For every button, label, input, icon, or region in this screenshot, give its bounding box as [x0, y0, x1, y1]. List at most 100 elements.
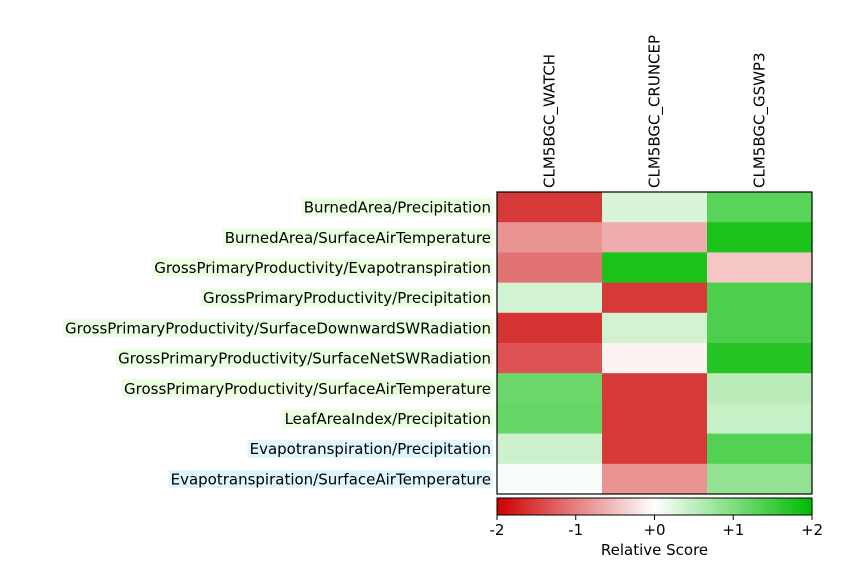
colorbar-segment: [514, 498, 518, 515]
colorbar-segment: [544, 498, 547, 515]
row-label-highlight: [301, 198, 493, 217]
heatmap-cell: [707, 373, 813, 404]
colorbar-segment: [626, 498, 630, 515]
colorbar-segment: [571, 498, 575, 515]
colorbar-segment: [650, 498, 654, 515]
heatmap-cell: [707, 463, 813, 495]
heatmap-cell: [602, 403, 708, 435]
row-label: BurnedArea/SurfaceAirTemperature: [225, 229, 491, 247]
colorbar-segment: [800, 498, 803, 515]
colorbar-segment: [713, 498, 717, 515]
colorbar-segment: [548, 498, 551, 515]
colorbar-segment: [634, 498, 638, 515]
colorbar-segment: [628, 498, 632, 515]
colorbar-segment: [666, 498, 669, 515]
colorbar-segment: [778, 498, 782, 515]
colorbar-segment: [520, 498, 524, 515]
heatmap-cell: [707, 312, 813, 344]
colorbar-segment: [678, 498, 681, 515]
colorbar-segment: [756, 498, 760, 515]
colorbar-segment: [676, 498, 679, 515]
colorbar-segment: [776, 498, 780, 515]
colorbar-segment: [599, 498, 602, 515]
colorbar-segment: [701, 498, 705, 515]
colorbar-segment: [697, 498, 701, 515]
colorbar-segment: [717, 498, 721, 515]
colorbar-segment: [709, 498, 713, 515]
colorbar-segment: [589, 498, 593, 515]
colorbar-segment: [764, 498, 768, 515]
colorbar-segment: [585, 498, 589, 515]
colorbar-segment: [542, 498, 545, 515]
colorbar-segment: [802, 498, 805, 515]
colorbar-segment: [788, 498, 791, 515]
colorbar-segment: [703, 498, 707, 515]
heatmap-cell: [497, 192, 603, 223]
colorbar-segment: [538, 498, 541, 515]
colorbar-segment: [780, 498, 784, 515]
heatmap-cell: [497, 252, 603, 284]
colorbar-segment: [597, 498, 600, 515]
colorbar-segment: [660, 498, 663, 515]
colorbar-segment: [581, 498, 585, 515]
row-labels: BurnedArea/Precipitation BurnedArea/Surfa…: [63, 198, 493, 488]
colorbar-segment: [526, 498, 530, 515]
colorbar-segment: [774, 498, 778, 515]
colorbar-segment: [672, 498, 675, 515]
colorbar-segment: [630, 498, 634, 515]
colorbar-tick-label: +0: [643, 521, 665, 539]
colorbar-segment: [810, 498, 813, 515]
row-label-highlight: [152, 258, 493, 277]
row-label-highlight: [168, 469, 493, 488]
heatmap-cell: [497, 373, 603, 404]
colorbar-segment: [752, 498, 756, 515]
row-label: GrossPrimaryProductivity/Precipitation: [203, 289, 491, 307]
heatmap-cells: [497, 192, 813, 495]
colorbar-segment: [721, 498, 725, 515]
colorbar-segment: [687, 498, 691, 515]
colorbar-segment: [652, 498, 656, 515]
colorbar-segment: [786, 498, 789, 515]
colorbar-segment: [784, 498, 788, 515]
colorbar-segment: [524, 498, 528, 515]
colorbar-segment: [565, 498, 569, 515]
colorbar-segment: [727, 498, 730, 515]
colorbar-tick-label: -2: [490, 521, 505, 539]
heatmap-cell: [602, 252, 708, 284]
colorbar-segment: [560, 498, 563, 515]
colorbar-segment: [747, 498, 750, 515]
colorbar-segment: [504, 498, 508, 515]
colorbar-segment: [644, 498, 648, 515]
row-label: GrossPrimaryProductivity/SurfaceNetSWRad…: [118, 350, 491, 368]
colorbar-label: Relative Score: [601, 541, 708, 559]
colorbar-segment: [516, 498, 520, 515]
heatmap-cell: [707, 403, 813, 435]
colorbar-segment: [577, 498, 581, 515]
column-labels: CLM5BGC_WATCH CLM5BGC_CRUNCEP CLM5BGC_GSWP…: [541, 35, 770, 188]
row-label-highlight: [116, 349, 493, 368]
colorbar-segment: [796, 498, 799, 515]
colorbar-segment: [636, 498, 640, 515]
colorbar-segment: [804, 498, 807, 515]
row-label: Evapotranspiration/Precipitation: [250, 440, 491, 458]
colorbar-segment: [615, 498, 618, 515]
colorbar-segment: [790, 498, 793, 515]
colorbar-segment: [670, 498, 673, 515]
colorbar-segment: [619, 498, 622, 515]
colorbar-tick-label: -1: [568, 521, 583, 539]
heatmap-cell: [707, 192, 813, 223]
colorbar-segment: [762, 498, 766, 515]
colorbar-segment: [743, 498, 746, 515]
colorbar-segment: [654, 498, 658, 515]
heatmap-cell: [602, 373, 708, 404]
colorbar-segment: [705, 498, 709, 515]
colorbar-segment: [595, 498, 599, 515]
colorbar-segment: [530, 498, 534, 515]
colorbar-segment: [686, 498, 689, 515]
heatmap-cell: [602, 312, 708, 344]
row-label: GrossPrimaryProductivity/SurfaceDownward…: [65, 319, 491, 337]
colorbar-segment: [794, 498, 797, 515]
heatmap-cell: [707, 343, 813, 374]
heatmap-cell: [497, 343, 603, 374]
